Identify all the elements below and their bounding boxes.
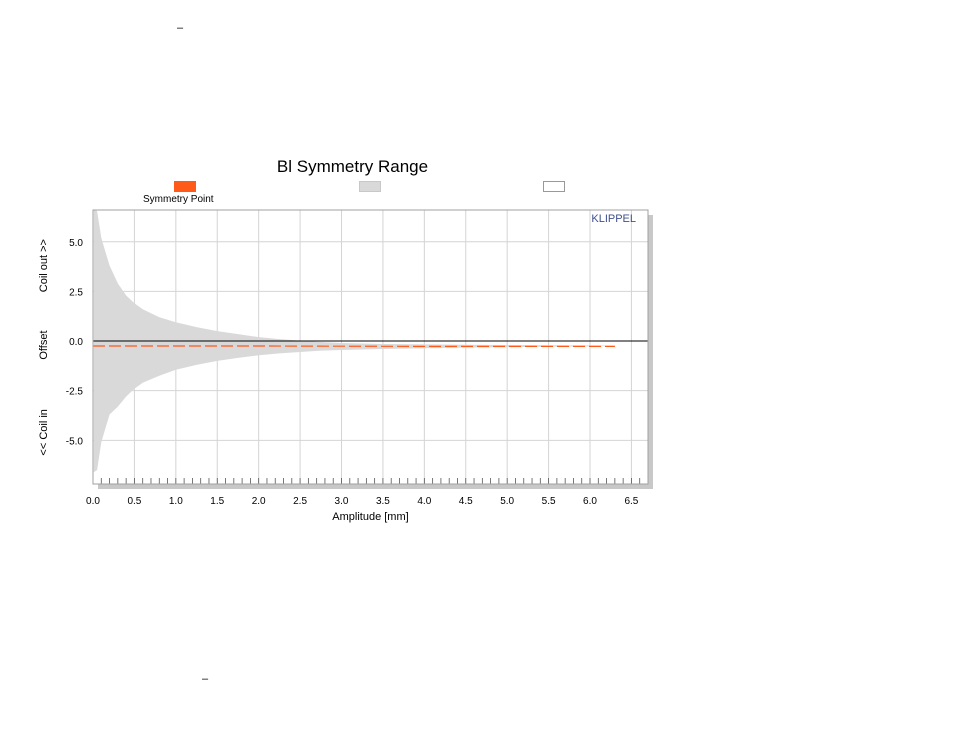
x-tick-label: 3.5: [376, 496, 390, 507]
y-axis-label-offset: Offset: [38, 330, 50, 359]
x-tick-label: 4.0: [417, 496, 431, 507]
x-tick-label: 1.5: [210, 496, 224, 507]
x-tick-label: 2.5: [293, 496, 307, 507]
y-axis-label-coil-in: << Coil in: [38, 409, 50, 455]
x-tick-label: 0.5: [127, 496, 141, 507]
legend-swatch-range: [359, 181, 381, 192]
x-tick-label: 2.0: [252, 496, 266, 507]
x-tick-label: 6.5: [624, 496, 638, 507]
x-tick-label: 4.5: [459, 496, 473, 507]
plot-frame: [92, 209, 649, 485]
x-axis-label: Amplitude [mm]: [332, 511, 408, 523]
y-axis-label-coil-out: Coil out >>: [38, 239, 50, 292]
x-tick-label: 1.0: [169, 496, 183, 507]
y-tick-label: -5.0: [66, 436, 84, 447]
chart-title: Bl Symmetry Range: [276, 157, 429, 176]
legend-swatch-empty: [543, 181, 565, 192]
y-tick-label: 2.5: [69, 287, 83, 298]
legend-swatch-symmetry-point: [174, 181, 196, 192]
x-tick-label: 6.0: [583, 496, 597, 507]
klippel-watermark: KLIPPEL: [591, 213, 636, 225]
x-tick-label: 0.0: [86, 496, 100, 507]
x-tick-label: 5.0: [500, 496, 514, 507]
y-tick-label: 5.0: [69, 238, 83, 249]
bottom-dash-mark: –: [202, 673, 209, 685]
top-dash-mark: –: [177, 22, 184, 34]
x-tick-label: 3.0: [335, 496, 349, 507]
legend-label-symmetry-point: Symmetry Point: [143, 194, 214, 205]
x-tick-label: 5.5: [542, 496, 556, 507]
y-tick-label: 0.0: [69, 337, 83, 348]
y-tick-label: -2.5: [66, 387, 84, 398]
